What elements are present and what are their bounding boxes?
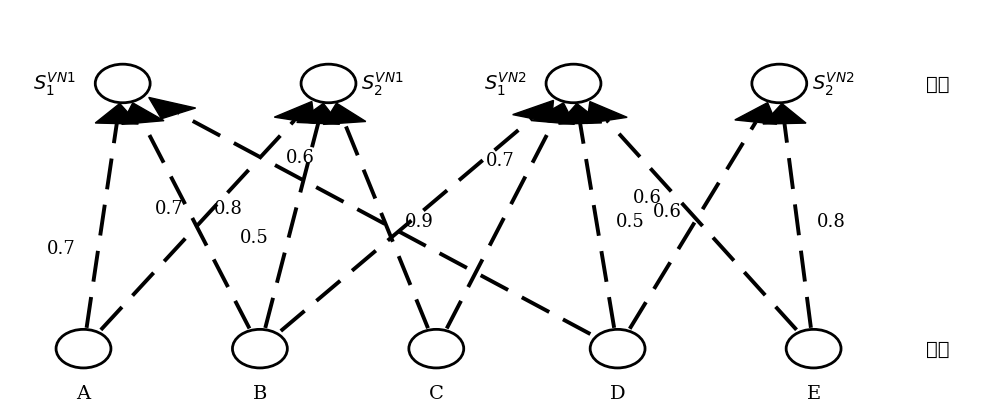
Ellipse shape [232,330,287,368]
Text: 0.9: 0.9 [404,213,433,231]
Ellipse shape [95,65,150,103]
Text: $S_1^{VN1}$: $S_1^{VN1}$ [33,71,75,98]
Text: $S_2^{VN2}$: $S_2^{VN2}$ [812,71,854,98]
Text: D: D [610,384,625,402]
Ellipse shape [301,65,356,103]
Text: A: A [76,384,91,402]
Polygon shape [735,103,777,125]
Polygon shape [149,98,196,119]
Polygon shape [274,102,315,124]
Text: 0.7: 0.7 [154,200,183,218]
Ellipse shape [786,330,841,368]
Text: $S_1^{VN2}$: $S_1^{VN2}$ [484,71,526,98]
Text: C: C [429,384,444,402]
Text: 0.6: 0.6 [633,188,662,206]
Polygon shape [559,104,602,125]
Polygon shape [513,101,553,123]
Polygon shape [297,104,340,125]
Polygon shape [323,104,366,125]
Ellipse shape [56,330,111,368]
Text: 0.6: 0.6 [286,148,315,166]
Text: E: E [807,384,821,402]
Text: B: B [253,384,267,402]
Text: 症状: 症状 [926,75,950,94]
Text: 0.8: 0.8 [817,213,846,231]
Ellipse shape [409,330,464,368]
Text: $S_2^{VN1}$: $S_2^{VN1}$ [361,71,404,98]
Text: 0.5: 0.5 [616,213,645,231]
Polygon shape [532,103,574,125]
Text: 0.8: 0.8 [214,200,243,218]
Polygon shape [763,104,806,125]
Polygon shape [95,104,138,125]
Polygon shape [122,103,164,125]
Text: 故障: 故障 [926,339,950,358]
Text: 0.7: 0.7 [486,152,515,170]
Ellipse shape [752,65,807,103]
Polygon shape [587,102,627,124]
Text: 0.7: 0.7 [47,239,76,257]
Ellipse shape [546,65,601,103]
Text: 0.5: 0.5 [240,229,269,247]
Ellipse shape [590,330,645,368]
Text: 0.6: 0.6 [653,202,682,220]
